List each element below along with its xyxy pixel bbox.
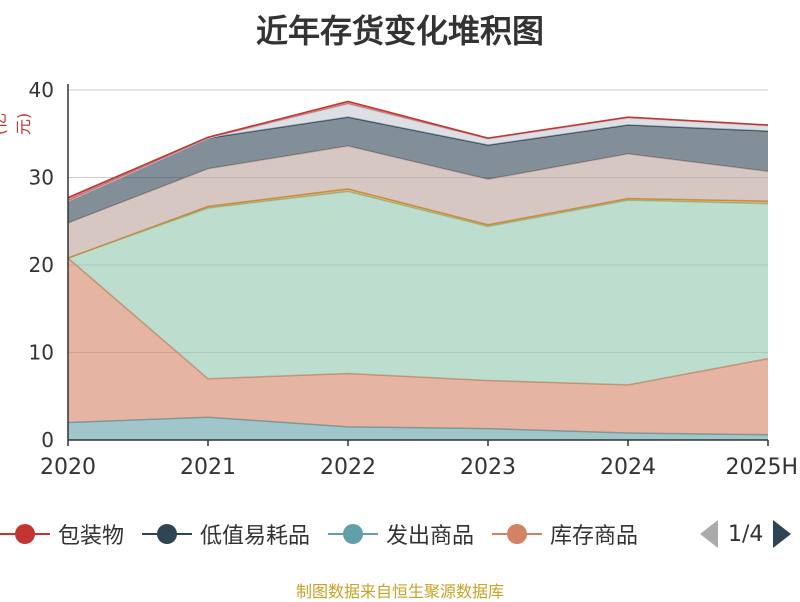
x-tick-label: 2024 — [600, 455, 656, 480]
legend-pager: 1/4 — [700, 516, 792, 552]
legend-label: 发出商品 — [386, 524, 475, 549]
legend: 包装物 低值易耗品 发出商品 库存商品 — [0, 516, 690, 552]
area-发出商品 — [68, 417, 768, 440]
legend-marker-icon — [0, 524, 50, 544]
y-tick-label: 20 — [29, 253, 54, 277]
legend-marker-icon — [328, 524, 379, 544]
legend-label: 库存商品 — [550, 524, 639, 549]
legend-prev-arrow-icon[interactable] — [700, 520, 718, 548]
legend-next-arrow-icon[interactable] — [773, 520, 792, 548]
data-source-note: 制图数据来自恒生聚源数据库 — [295, 582, 504, 601]
legend-page-indicator: 1/4 — [728, 521, 764, 547]
area-库存商品 — [68, 258, 768, 435]
legend-marker-icon — [142, 524, 193, 544]
area-在产品 — [68, 191, 768, 385]
area-包装物 — [68, 101, 768, 202]
y-tick-label: 10 — [29, 341, 54, 365]
x-tick-label: 2021 — [180, 455, 236, 480]
x-tick-label: 2020 — [40, 455, 96, 480]
chart-title: 近年存货变化堆积图 — [255, 12, 544, 50]
x-tick-label: 2022 — [320, 455, 376, 480]
area-其他 — [68, 104, 768, 202]
area-series — [67, 100, 769, 440]
y-tick-label: 0 — [41, 428, 54, 452]
x-tick-label: 2023 — [460, 455, 516, 480]
legend-item[interactable]: 包装物 — [0, 516, 124, 552]
area-低值易耗品 — [68, 117, 768, 223]
x-tick-label: 2025H — [725, 455, 798, 480]
legend-item[interactable]: 库存商品 — [492, 516, 638, 552]
legend-label: 包装物 — [58, 524, 125, 549]
line-包装物 — [67, 100, 769, 199]
legend-label: 低值易耗品 — [200, 524, 311, 549]
axes: 0 10 20 30 40 2020 2021 2022 2023 2024 2025H — [29, 78, 798, 480]
y-tick-label: 40 — [29, 78, 54, 102]
y-tick-label: 30 — [29, 166, 54, 190]
area-自制半成品 — [68, 188, 768, 258]
legend-item[interactable]: 发出商品 — [328, 516, 474, 552]
legend-item[interactable]: 低值易耗品 — [142, 516, 310, 552]
legend-marker-icon — [492, 524, 543, 544]
area-原材料 — [68, 146, 768, 258]
